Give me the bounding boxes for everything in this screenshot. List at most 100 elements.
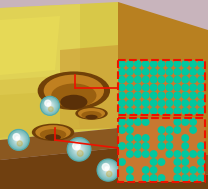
- Circle shape: [135, 143, 141, 149]
- Circle shape: [108, 170, 109, 171]
- Circle shape: [182, 108, 188, 114]
- Circle shape: [142, 61, 149, 67]
- Circle shape: [190, 92, 196, 98]
- Circle shape: [166, 84, 173, 91]
- Circle shape: [190, 61, 196, 67]
- Circle shape: [71, 142, 87, 157]
- Circle shape: [12, 134, 25, 146]
- Circle shape: [127, 69, 133, 75]
- Circle shape: [68, 139, 90, 160]
- Circle shape: [119, 119, 125, 125]
- Circle shape: [124, 161, 134, 171]
- Circle shape: [166, 135, 173, 141]
- Circle shape: [198, 100, 204, 106]
- Circle shape: [12, 133, 25, 147]
- Circle shape: [150, 108, 157, 114]
- Circle shape: [126, 163, 132, 169]
- Circle shape: [198, 77, 204, 83]
- Circle shape: [158, 100, 165, 106]
- Circle shape: [44, 100, 56, 112]
- Circle shape: [102, 163, 109, 170]
- Circle shape: [46, 102, 54, 110]
- Circle shape: [119, 69, 125, 75]
- Circle shape: [103, 165, 113, 175]
- Circle shape: [174, 84, 181, 91]
- Circle shape: [10, 132, 27, 148]
- Circle shape: [67, 138, 91, 161]
- Circle shape: [46, 102, 54, 110]
- Circle shape: [198, 84, 204, 91]
- Circle shape: [166, 100, 173, 106]
- Circle shape: [125, 163, 132, 170]
- Circle shape: [142, 69, 149, 75]
- Ellipse shape: [85, 115, 98, 119]
- Circle shape: [107, 169, 109, 171]
- Circle shape: [18, 139, 20, 141]
- Circle shape: [182, 167, 188, 173]
- Circle shape: [17, 138, 21, 142]
- Circle shape: [198, 61, 204, 67]
- Circle shape: [126, 164, 131, 169]
- Circle shape: [190, 77, 196, 83]
- Ellipse shape: [35, 125, 71, 139]
- Circle shape: [127, 175, 133, 181]
- Circle shape: [127, 151, 133, 157]
- Circle shape: [75, 145, 83, 153]
- Bar: [118, 118, 205, 182]
- Circle shape: [150, 61, 157, 67]
- Circle shape: [166, 108, 173, 114]
- Circle shape: [101, 163, 115, 177]
- Circle shape: [158, 143, 165, 149]
- Circle shape: [182, 84, 188, 91]
- Ellipse shape: [51, 84, 97, 108]
- Circle shape: [99, 161, 118, 179]
- Circle shape: [182, 69, 188, 75]
- Circle shape: [73, 142, 80, 150]
- Circle shape: [142, 77, 149, 83]
- Circle shape: [100, 162, 116, 178]
- Circle shape: [123, 160, 135, 173]
- Circle shape: [182, 92, 188, 98]
- Circle shape: [119, 84, 125, 91]
- Circle shape: [128, 167, 131, 171]
- Circle shape: [127, 61, 133, 67]
- Polygon shape: [0, 2, 118, 140]
- Circle shape: [182, 77, 188, 83]
- Circle shape: [76, 146, 79, 149]
- Circle shape: [98, 160, 118, 180]
- Circle shape: [43, 99, 57, 112]
- Circle shape: [128, 165, 130, 167]
- Circle shape: [76, 146, 82, 152]
- Circle shape: [142, 151, 149, 157]
- Circle shape: [106, 168, 110, 172]
- Circle shape: [158, 175, 165, 181]
- Circle shape: [158, 61, 165, 67]
- Circle shape: [174, 159, 181, 165]
- Circle shape: [74, 144, 84, 155]
- Circle shape: [174, 77, 181, 83]
- Circle shape: [48, 104, 52, 108]
- Circle shape: [78, 149, 80, 150]
- Circle shape: [182, 151, 188, 157]
- Polygon shape: [118, 2, 208, 155]
- Circle shape: [158, 127, 165, 133]
- Circle shape: [14, 135, 24, 145]
- Circle shape: [142, 143, 149, 149]
- Circle shape: [190, 151, 196, 157]
- Circle shape: [44, 100, 56, 112]
- Circle shape: [174, 108, 181, 114]
- Polygon shape: [60, 45, 118, 130]
- Circle shape: [127, 143, 133, 149]
- Circle shape: [8, 129, 29, 150]
- Circle shape: [77, 150, 83, 156]
- Circle shape: [45, 100, 51, 106]
- Circle shape: [182, 100, 188, 106]
- Circle shape: [174, 127, 181, 133]
- Circle shape: [10, 131, 27, 149]
- Circle shape: [71, 141, 87, 157]
- Circle shape: [127, 84, 133, 91]
- Circle shape: [119, 108, 125, 114]
- Circle shape: [17, 141, 22, 146]
- Circle shape: [73, 143, 85, 155]
- Circle shape: [104, 166, 112, 174]
